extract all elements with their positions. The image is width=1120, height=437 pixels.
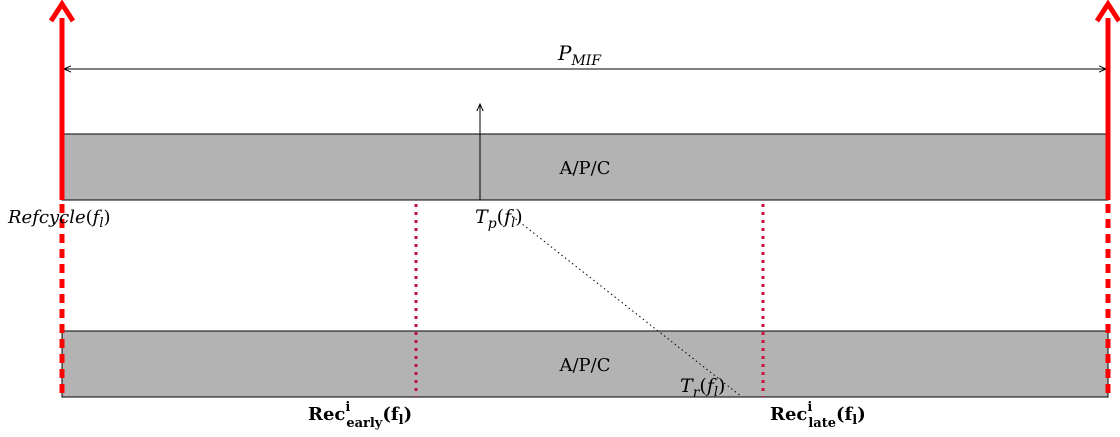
tp-tr-dotted-link (511, 215, 743, 398)
task-label-lower: A/P/C (558, 355, 610, 376)
refcycle-label: Refcycle(fl) (7, 207, 111, 231)
ref-arrow-left-head (48, 0, 76, 23)
rec-late-label: Reci late(fl) (770, 400, 866, 431)
task-label-upper: A/P/C (558, 158, 610, 179)
tr-label: Tr(fl) (680, 375, 725, 401)
task-bar-upper (61, 133, 1109, 201)
ref-arrow-right-head (1094, 0, 1120, 23)
rec-early-label: Reci early(fl) (308, 400, 412, 431)
tp-label: Tp(fl) (475, 206, 523, 232)
period-label: PMIF (557, 41, 602, 69)
task-bar-lower (61, 330, 1109, 398)
